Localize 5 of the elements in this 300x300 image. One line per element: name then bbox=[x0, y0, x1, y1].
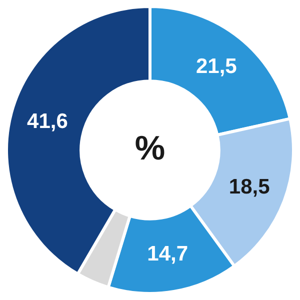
data-label: 18,5 bbox=[228, 175, 270, 198]
data-label: 41,6 bbox=[27, 110, 68, 134]
data-label: 14,7 bbox=[147, 242, 188, 266]
text: % bbox=[134, 129, 166, 168]
data-label: 21,5 bbox=[196, 54, 238, 78]
